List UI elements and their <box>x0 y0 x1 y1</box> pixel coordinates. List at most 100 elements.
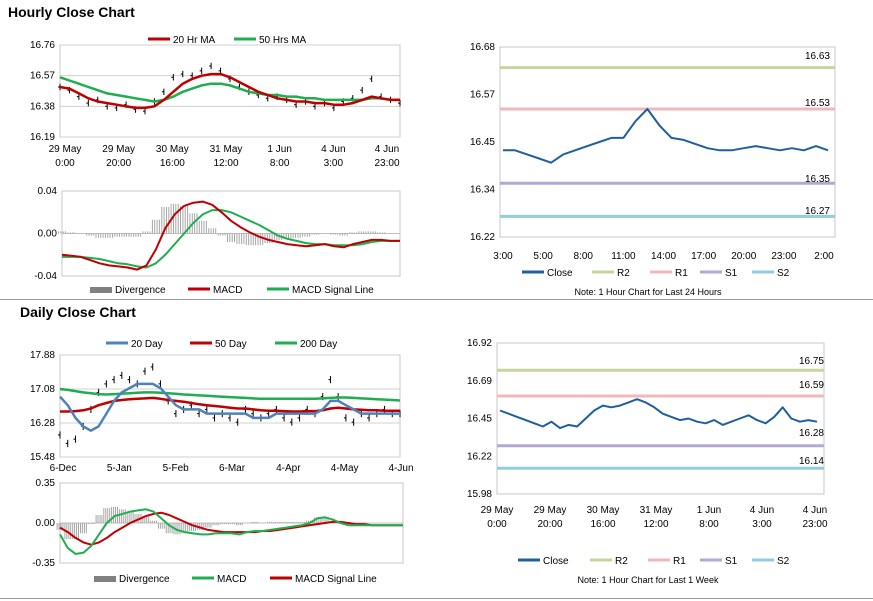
daily-price-xtick: 6-Mar <box>219 463 246 474</box>
hourly-sr-xtick: 23:00 <box>771 251 796 262</box>
daily-sr-xtick: 23:00 <box>802 519 827 530</box>
hourly-legend-divergence-label: Divergence <box>115 285 166 296</box>
hourly-sr-xtick: 11:00 <box>611 251 636 262</box>
hourly-sr-level-label: 16.63 <box>805 51 830 62</box>
hourly-price-ytick: 16.19 <box>30 132 55 143</box>
hourly-price-xtick: 29 May <box>102 144 135 155</box>
hourly-price-ytick: 16.57 <box>30 71 55 82</box>
hourly-legend-macd-label: MACD <box>213 285 242 296</box>
daily-legend-divergence-swatch <box>94 576 116 582</box>
daily-200day-line <box>59 387 401 402</box>
daily-sr-frame <box>496 342 825 495</box>
hourly-legend-divergence-swatch <box>90 287 112 293</box>
daily-sr-xtick: 31 May <box>640 505 673 516</box>
daily-macd-ytick: 0.00 <box>36 518 56 529</box>
daily-sr-legend-close-label: Close <box>543 556 569 567</box>
daily-price-ytick: 17.08 <box>30 384 55 395</box>
hourly-price-xtick: 20:00 <box>106 158 131 169</box>
daily-sr-xtick: 8:00 <box>699 519 719 530</box>
daily-sr-close-line <box>499 398 818 430</box>
daily-sr-ytick: 15.98 <box>467 489 492 500</box>
daily-sr-ytick: 16.22 <box>467 451 492 462</box>
hourly-macd-ytick: -0.04 <box>34 271 57 282</box>
hourly-price-xtick: 0:00 <box>55 158 75 169</box>
daily-price-ytick: 17.88 <box>30 350 55 361</box>
hourly-sr-xtick: 8:00 <box>574 251 594 262</box>
daily-sr-xtick: 3:00 <box>752 519 772 530</box>
daily-sr-note: Note: 1 Hour Chart for Last 1 Week <box>578 575 719 585</box>
hourly-sr-legend-r2-label: R2 <box>617 268 630 279</box>
hourly-price-xtick: 30 May <box>156 144 189 155</box>
daily-macd-ytick: 0.35 <box>36 478 56 489</box>
daily-sr-xtick: 0:00 <box>487 519 507 530</box>
daily-sr-ytick: 16.69 <box>467 376 492 387</box>
daily-50day-line <box>60 396 400 413</box>
hourly-sr-legend-close-label: Close <box>547 268 573 279</box>
hourly-sr-legend-s1-label: S1 <box>725 268 738 279</box>
daily-sr-xtick: 1 Jun <box>697 505 721 516</box>
hourly-price-xtick: 31 May <box>210 144 243 155</box>
hourly-sr-xtick: 17:00 <box>691 251 716 262</box>
hourly-price-frame <box>59 44 401 138</box>
hourly-price-xtick: 1 Jun <box>267 144 291 155</box>
hourly-sr-xtick: 5:00 <box>533 251 553 262</box>
hourly-price-xtick: 29 May <box>49 144 82 155</box>
section-separator <box>0 299 873 300</box>
hourly-macd-signal-line <box>62 209 400 269</box>
hourly-sr-ytick: 16.68 <box>470 42 495 53</box>
daily-sr-level-label: 16.14 <box>799 456 824 467</box>
hourly-price-xtick: 8:00 <box>270 158 290 169</box>
daily-sr-legend-r2-label: R2 <box>615 556 628 567</box>
hourly-price-xtick: 4 Jun <box>321 144 345 155</box>
daily-price-ytick: 16.28 <box>30 418 55 429</box>
hourly-sr-xtick: 3:00 <box>493 251 513 262</box>
hourly-sr-note: Note: 1 Hour Chart for Last 24 Hours <box>574 287 722 297</box>
hourly-50hr-ma-line <box>59 76 400 103</box>
bottom-separator <box>0 598 873 599</box>
hourly-sr-legend-r1-label: R1 <box>675 268 688 279</box>
daily-20day-line <box>59 382 400 432</box>
daily-sr-level-label: 16.75 <box>799 356 824 367</box>
daily-legend-50day-label: 50 Day <box>215 339 247 350</box>
daily-legend-signal-label: MACD Signal Line <box>295 574 377 585</box>
daily-legend-macd-label: MACD <box>217 574 246 585</box>
daily-sr-ytick: 16.45 <box>467 414 492 425</box>
hourly-sr-level-label: 16.53 <box>805 98 830 109</box>
daily-sr-xtick: 4 Jun <box>803 505 827 516</box>
hourly-price-xtick: 16:00 <box>160 158 185 169</box>
daily-price-xtick: 5-Jan <box>107 463 132 474</box>
hourly-price-ytick: 16.38 <box>30 101 55 112</box>
daily-price-xtick: 4-Jun <box>388 463 413 474</box>
hourly-price-xtick: 23:00 <box>374 158 399 169</box>
hourly-sr-xtick: 20:00 <box>731 251 756 262</box>
hourly-20hr-ma-line <box>59 72 400 110</box>
hourly-price-ytick: 16.76 <box>30 40 55 51</box>
hourly-sr-xtick: 2:00 <box>814 251 834 262</box>
daily-legend-200day-label: 200 Day <box>300 339 337 350</box>
daily-legend-divergence-label: Divergence <box>119 574 170 585</box>
daily-price-xtick: 4-May <box>331 463 359 474</box>
hourly-sr-ytick: 16.45 <box>470 137 495 148</box>
daily-sr-xtick: 4 Jun <box>750 505 774 516</box>
daily-sr-xtick: 20:00 <box>537 519 562 530</box>
daily-macd-line <box>59 508 403 555</box>
hourly-sr-ytick: 16.57 <box>470 90 495 101</box>
daily-sr-legend-s1-label: S1 <box>725 556 738 567</box>
daily-legend-20day-label: 20 Day <box>131 339 163 350</box>
daily-macd-ytick: -0.35 <box>32 558 55 569</box>
daily-sr-xtick: 29 May <box>534 505 567 516</box>
hourly-legend-signal-label: MACD Signal Line <box>292 285 374 296</box>
hourly-sr-legend-s2-label: S2 <box>777 268 790 279</box>
daily-price-xtick: 5-Feb <box>163 463 190 474</box>
hourly-sr-level-label: 16.27 <box>805 206 830 217</box>
hourly-legend-20hr-label: 20 Hr MA <box>173 35 216 46</box>
daily-sr-xtick: 29 May <box>481 505 514 516</box>
daily-sr-level-label: 16.59 <box>799 380 824 391</box>
daily-sr-level-label: 16.28 <box>799 428 824 439</box>
daily-sr-legend-r1-label: R1 <box>673 556 686 567</box>
hourly-legend-50hr-label: 50 Hrs MA <box>259 35 307 46</box>
daily-price-ytick: 15.48 <box>30 452 55 463</box>
daily-sr-ytick: 16.92 <box>467 338 492 349</box>
daily-sr-xtick: 12:00 <box>643 519 668 530</box>
